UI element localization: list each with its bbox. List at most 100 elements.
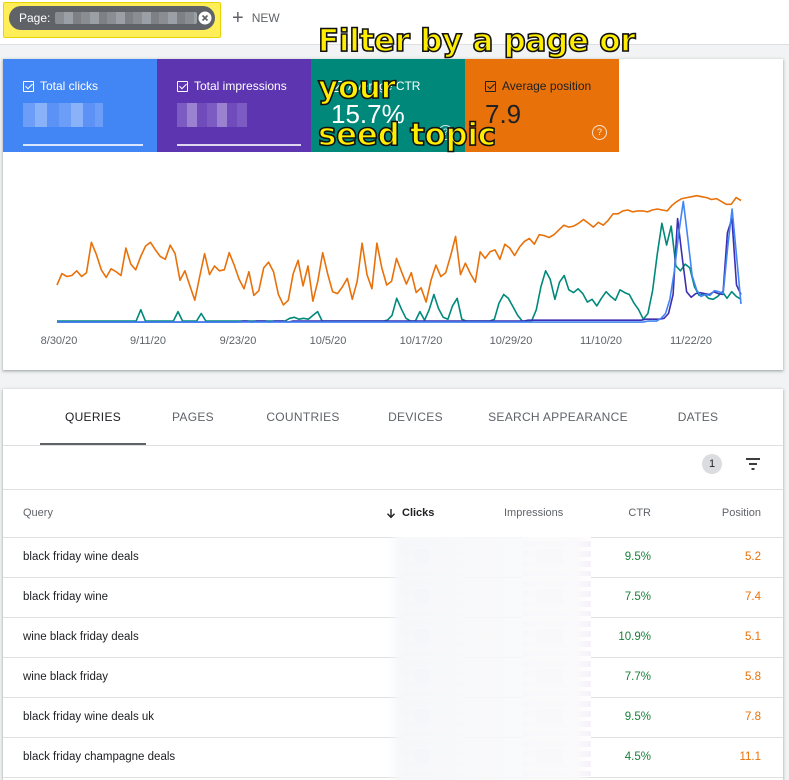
annotation-line-2: seed topic [317,116,497,154]
metric-card-total-impressions[interactable]: Total impressions [157,59,311,152]
impressions-cell-redacted [523,657,591,696]
metric-value-average-ctr: 15.7% [331,99,405,129]
table-row[interactable]: black friday wine 7.5% 7.4 [3,577,783,618]
tab-countries[interactable]: COUNTRIES [266,410,340,424]
x-tick-label: 10/17/20 [400,335,443,347]
checkbox-icon[interactable] [177,80,188,92]
checkbox-icon[interactable] [331,80,342,92]
ctr-cell: 9.5% [624,551,651,563]
tab-search-appearance[interactable]: SEARCH APPEARANCE [488,410,628,424]
performance-panel: Total clicks Total impressions Average C… [3,59,783,370]
tab-devices[interactable]: DEVICES [388,410,443,424]
table-row[interactable]: wine black friday deals 10.9% 5.1 [3,617,783,658]
clicks-cell-redacted [403,577,463,616]
column-header-impressions[interactable]: Impressions [504,507,564,519]
clicks-cell-redacted [403,697,463,736]
tab-dates[interactable]: DATES [677,410,719,424]
table-row[interactable]: wine black friday 7.7% 5.8 [3,657,783,698]
table-toolbar: 1 [3,445,783,490]
position-cell: 7.8 [745,711,761,723]
impressions-cell-redacted [523,697,591,736]
column-header-position[interactable]: Position [721,507,761,519]
tab-queries[interactable]: QUERIES [40,389,146,445]
report-table-panel: QUERIES PAGES COUNTRIES DEVICES SEARCH A… [3,389,783,780]
page-filter-label: Page: [19,11,51,25]
series-line-total-impressions [57,217,742,323]
page-filter-value-redacted [55,12,197,24]
x-tick-label: 9/11/20 [130,335,166,347]
query-cell: black friday wine [23,591,109,603]
tab-pages[interactable]: PAGES [172,410,214,424]
close-icon[interactable] [197,10,213,26]
checkbox-icon[interactable] [485,80,496,92]
report-tabs: QUERIES PAGES COUNTRIES DEVICES SEARCH A… [3,389,783,446]
impressions-cell-redacted [523,537,591,576]
help-icon[interactable]: ? [438,125,453,140]
x-tick-label: 10/5/20 [310,335,347,347]
metric-value-average-position: 7.9 [485,99,522,129]
metric-label-total-impressions: Total impressions [177,79,287,93]
help-icon[interactable]: ? [592,125,607,140]
filter-icon[interactable] [744,455,762,473]
query-cell: wine black friday deals [23,631,139,643]
page-filter-chip[interactable]: Page: [9,6,215,30]
query-cell: black friday champagne deals [23,751,176,763]
new-filter-label: NEW [251,11,280,25]
ctr-cell: 9.5% [624,711,651,723]
ctr-cell: 4.5% [624,751,651,763]
filter-count-badge[interactable]: 1 [702,454,722,474]
metric-label-average-ctr: Average CTR [331,79,420,93]
metric-card-total-clicks[interactable]: Total clicks [3,59,157,152]
metric-name: Total clicks [40,79,99,93]
column-header-clicks[interactable]: Clicks [386,490,434,537]
metric-underline [23,144,143,146]
arrow-down-icon [386,509,396,519]
table-row[interactable]: black friday wine deals uk 9.5% 7.8 [3,697,783,738]
clicks-cell-redacted [403,617,463,656]
x-tick-label: 10/29/20 [490,335,533,347]
metric-name: Average position [502,79,592,93]
new-filter-button[interactable]: + NEW [232,8,280,28]
metric-label-total-clicks: Total clicks [23,79,98,93]
query-cell: black friday wine deals uk [23,711,155,723]
x-tick-label: 8/30/20 [41,335,78,347]
impressions-cell-redacted [523,617,591,656]
annotation-line-1: Filter by a page or your [317,22,636,107]
position-cell: 11.1 [739,751,761,763]
table-header: Query Clicks Impressions CTR Position [3,490,783,538]
column-header-ctr[interactable]: CTR [628,507,651,519]
column-header-query[interactable]: Query [23,507,53,519]
series-line-average-ctr [57,222,742,322]
series-line-total-clicks [57,200,742,323]
ctr-cell: 10.9% [618,631,651,643]
query-cell: wine black friday [23,671,109,683]
position-cell: 5.1 [745,631,761,643]
table-row[interactable]: black friday champagne deals 4.5% 11.1 [3,737,783,778]
clicks-cell-redacted [403,737,463,776]
metric-name: Total impressions [194,79,287,93]
performance-chart: 8/30/20 9/11/20 9/23/20 10/5/20 10/17/20 10/2… [41,194,742,347]
metric-name: Average CTR [348,79,421,93]
ctr-cell: 7.7% [624,671,651,683]
metric-value-redacted [177,103,247,127]
query-cell: black friday wine deals [23,551,139,563]
metric-underline [177,144,301,146]
metric-card-average-position[interactable]: Average position 7.9 ? [465,59,619,152]
checkbox-icon[interactable] [23,80,34,92]
position-cell: 7.4 [745,591,761,603]
impressions-cell-redacted [523,577,591,616]
metric-value-redacted [23,103,103,127]
annotation-callout: Filter by a page or your seed topic [317,18,718,159]
x-tick-label: 11/22/20 [670,335,712,347]
x-tick-label: 9/23/20 [220,335,257,347]
x-tick-label: 11/10/20 [580,335,622,347]
table-row[interactable]: black friday wine deals 9.5% 5.2 [3,537,783,578]
position-cell: 5.8 [745,671,761,683]
series-line-average-position [56,194,742,306]
filter-bar: Page: + NEW [0,0,789,45]
plus-icon: + [232,7,244,29]
clicks-cell-redacted [403,657,463,696]
metric-card-average-ctr[interactable]: Average CTR 15.7% ? [311,59,465,152]
column-header-clicks-label: Clicks [402,507,435,519]
position-cell: 5.2 [745,551,761,563]
